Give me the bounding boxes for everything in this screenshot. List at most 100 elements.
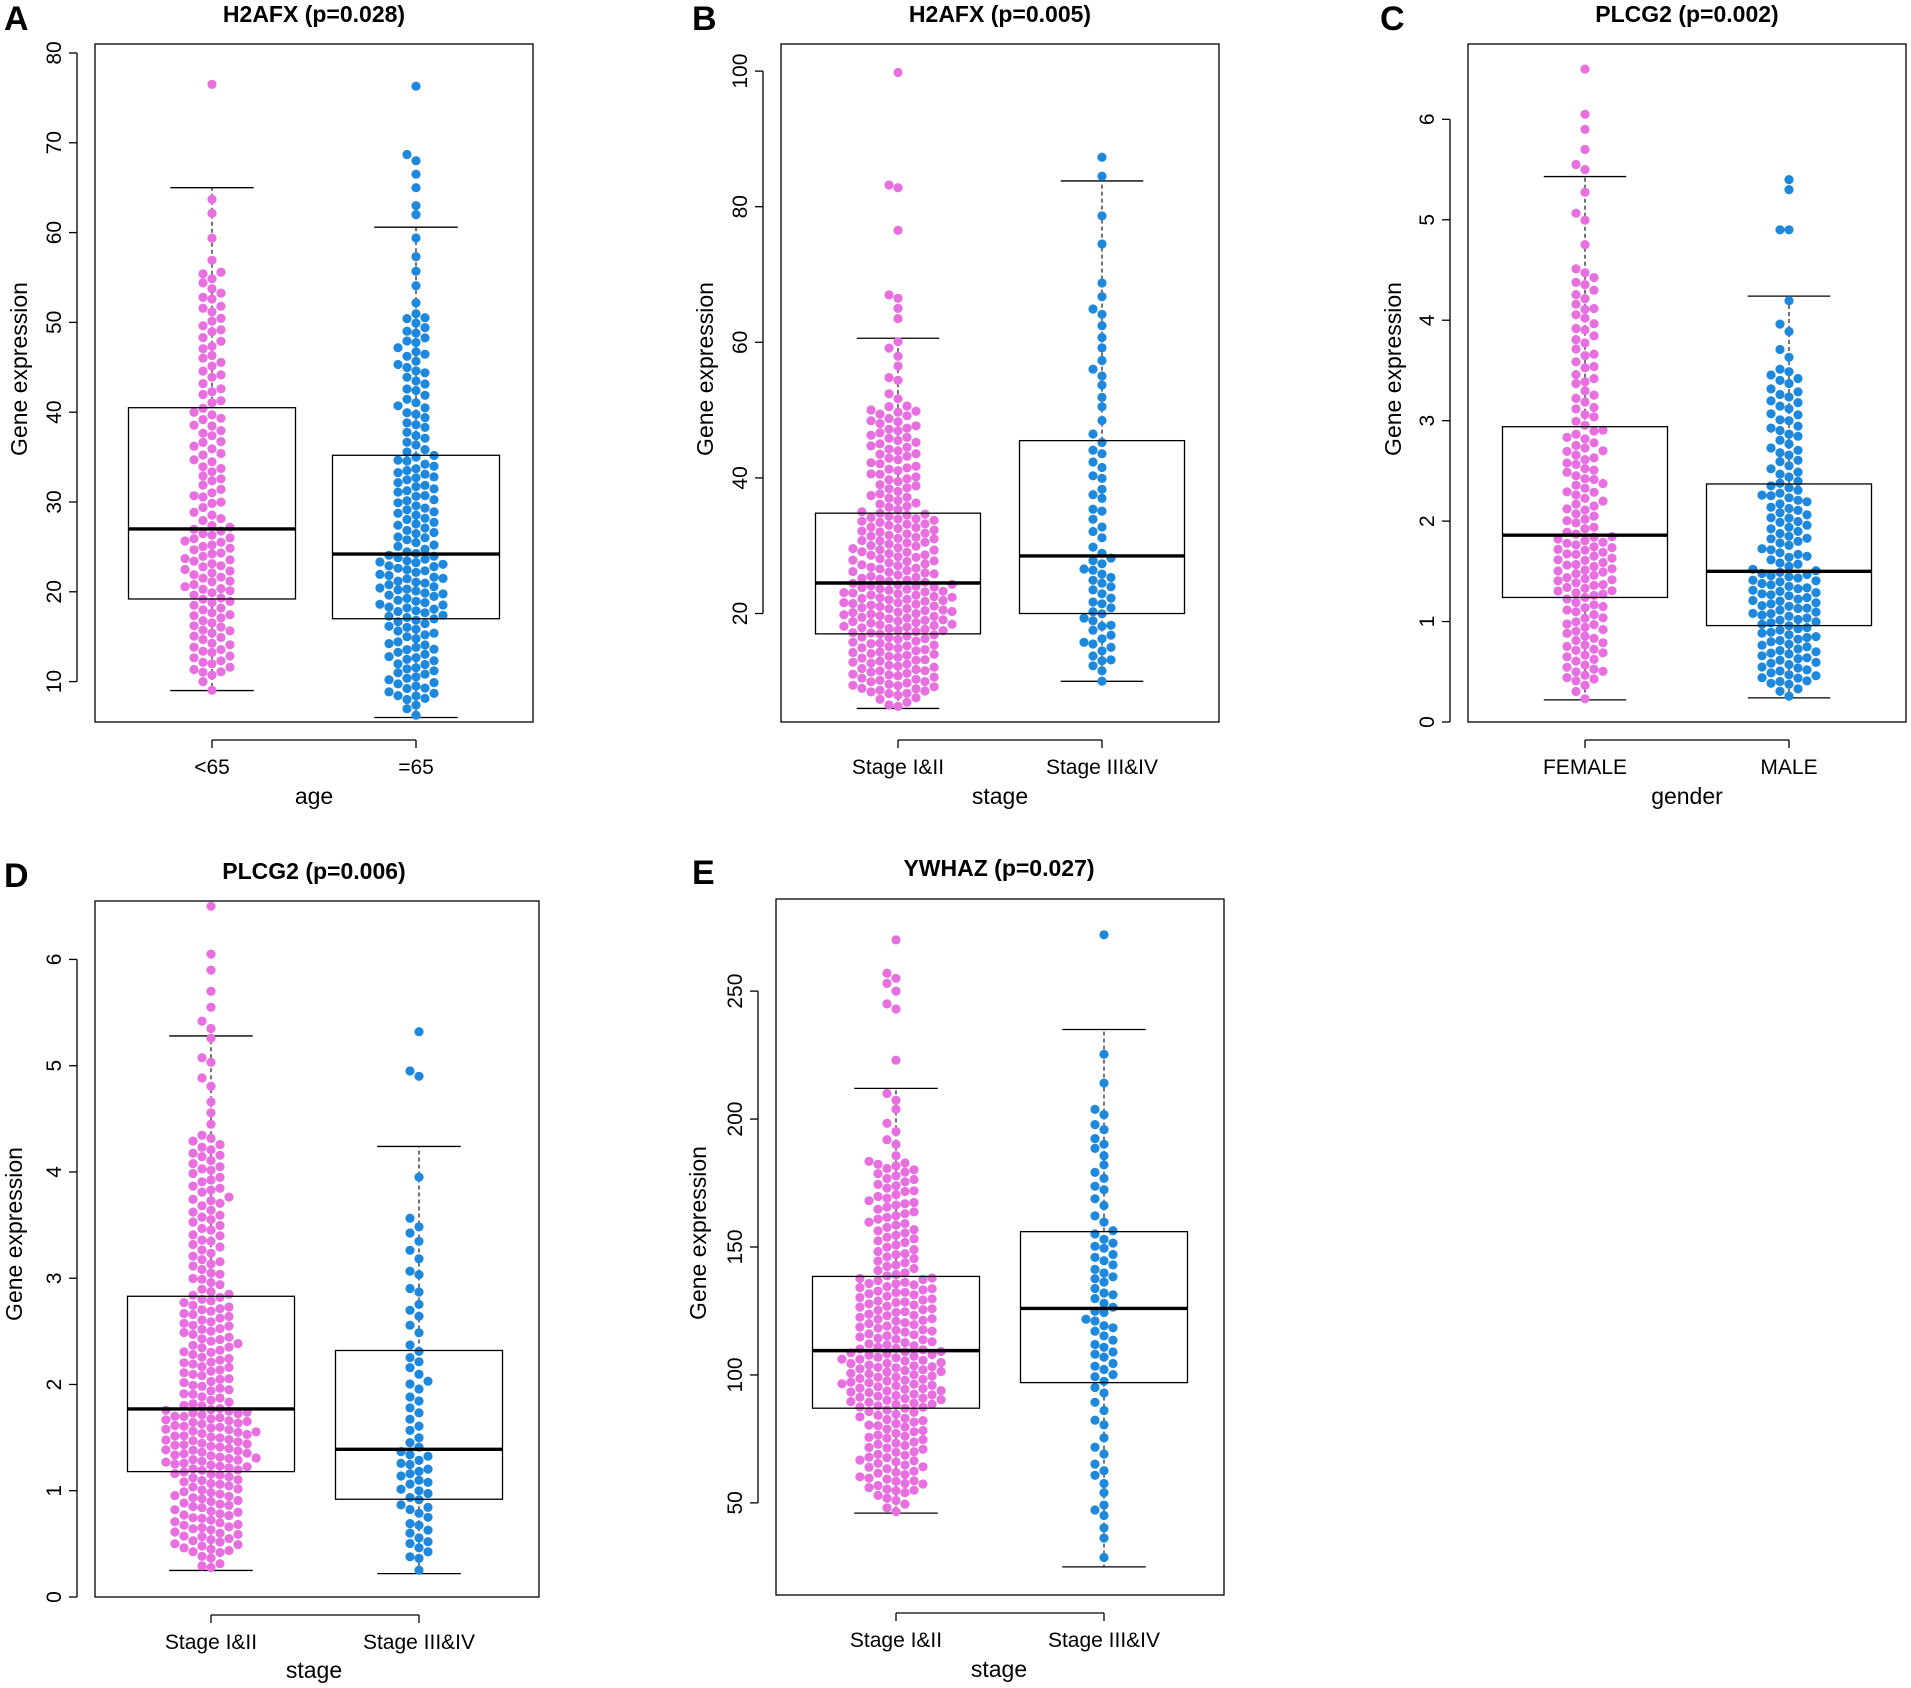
data-point xyxy=(402,372,412,382)
data-point xyxy=(207,398,217,408)
data-point xyxy=(402,556,412,566)
data-point xyxy=(161,1457,171,1467)
data-point xyxy=(839,588,849,598)
data-point xyxy=(1571,499,1581,509)
data-point xyxy=(233,1446,243,1456)
data-point xyxy=(920,587,930,597)
data-point xyxy=(189,579,199,590)
data-point xyxy=(225,610,235,620)
data-point xyxy=(402,486,412,496)
data-point xyxy=(198,292,208,302)
panel-letter: B xyxy=(692,0,717,38)
data-point xyxy=(1571,549,1581,560)
data-point xyxy=(188,1168,198,1179)
data-point xyxy=(882,1424,892,1434)
data-point xyxy=(224,1192,234,1202)
data-point xyxy=(216,325,226,335)
data-point xyxy=(873,1169,883,1179)
data-point xyxy=(875,602,885,612)
data-point xyxy=(402,514,412,525)
data-point xyxy=(1589,633,1599,644)
data-point xyxy=(1088,514,1098,524)
data-point xyxy=(197,1284,207,1294)
data-point xyxy=(1097,309,1107,319)
data-point xyxy=(873,1439,883,1449)
data-point xyxy=(1090,1316,1100,1326)
data-point xyxy=(1598,567,1608,577)
data-point xyxy=(411,624,421,634)
data-point xyxy=(893,598,903,608)
data-point xyxy=(1571,323,1581,334)
y-tick-label: 2 xyxy=(43,1379,66,1391)
data-point xyxy=(864,1432,874,1442)
data-point xyxy=(911,449,921,459)
data-point xyxy=(1090,1505,1100,1515)
data-point xyxy=(420,349,430,359)
data-point xyxy=(384,580,394,590)
data-point xyxy=(216,484,226,494)
data-point xyxy=(891,1269,901,1280)
data-point xyxy=(1571,578,1581,588)
data-point xyxy=(1589,580,1599,591)
data-point xyxy=(411,81,421,91)
data-point xyxy=(206,1563,216,1573)
data-point xyxy=(233,1465,243,1475)
data-point xyxy=(411,700,421,710)
data-point xyxy=(893,543,903,553)
data-point xyxy=(1099,1049,1109,1059)
data-point xyxy=(233,1519,243,1530)
data-point xyxy=(405,1379,415,1389)
data-point xyxy=(420,459,430,469)
data-point xyxy=(429,604,439,614)
data-point xyxy=(1088,526,1098,537)
data-point xyxy=(420,333,430,343)
data-point xyxy=(900,1394,910,1404)
data-point xyxy=(857,507,867,517)
data-point xyxy=(947,606,957,617)
x-tick-label: Stage I&II xyxy=(165,1631,257,1654)
data-point xyxy=(188,1136,198,1146)
data-point xyxy=(857,573,867,583)
data-point xyxy=(197,1456,207,1466)
data-point xyxy=(900,1338,910,1348)
data-point xyxy=(429,527,439,538)
data-point xyxy=(206,1268,216,1278)
data-point xyxy=(206,1460,216,1470)
data-point xyxy=(420,566,430,576)
data-point xyxy=(206,1287,216,1297)
data-point xyxy=(1793,505,1803,515)
data-point xyxy=(411,510,421,520)
data-point xyxy=(1580,165,1590,175)
data-point xyxy=(206,1145,216,1155)
data-point xyxy=(891,1409,901,1419)
data-point xyxy=(1106,582,1116,592)
data-point xyxy=(900,1307,910,1317)
data-point xyxy=(207,540,217,550)
data-point xyxy=(206,1057,216,1067)
data-point xyxy=(1757,662,1767,672)
data-point xyxy=(884,689,894,699)
data-point xyxy=(179,1449,189,1459)
data-point xyxy=(857,536,867,546)
data-point xyxy=(1571,626,1581,636)
data-point xyxy=(911,572,921,583)
data-point xyxy=(215,1324,225,1334)
data-point xyxy=(1106,620,1116,630)
data-point xyxy=(873,1449,883,1459)
data-point xyxy=(873,1480,883,1491)
data-point xyxy=(909,1165,919,1175)
data-point xyxy=(873,1333,883,1343)
data-point xyxy=(197,1274,207,1284)
data-point xyxy=(215,1559,225,1569)
data-point xyxy=(866,562,876,572)
data-point xyxy=(1562,538,1572,548)
data-point xyxy=(384,561,394,571)
data-point xyxy=(402,704,412,714)
data-point xyxy=(393,478,403,488)
data-point xyxy=(188,1547,198,1557)
data-point xyxy=(179,1347,189,1357)
data-point xyxy=(1090,1104,1100,1114)
data-point xyxy=(197,1305,207,1315)
data-point xyxy=(224,1311,234,1322)
data-point xyxy=(170,1517,180,1527)
